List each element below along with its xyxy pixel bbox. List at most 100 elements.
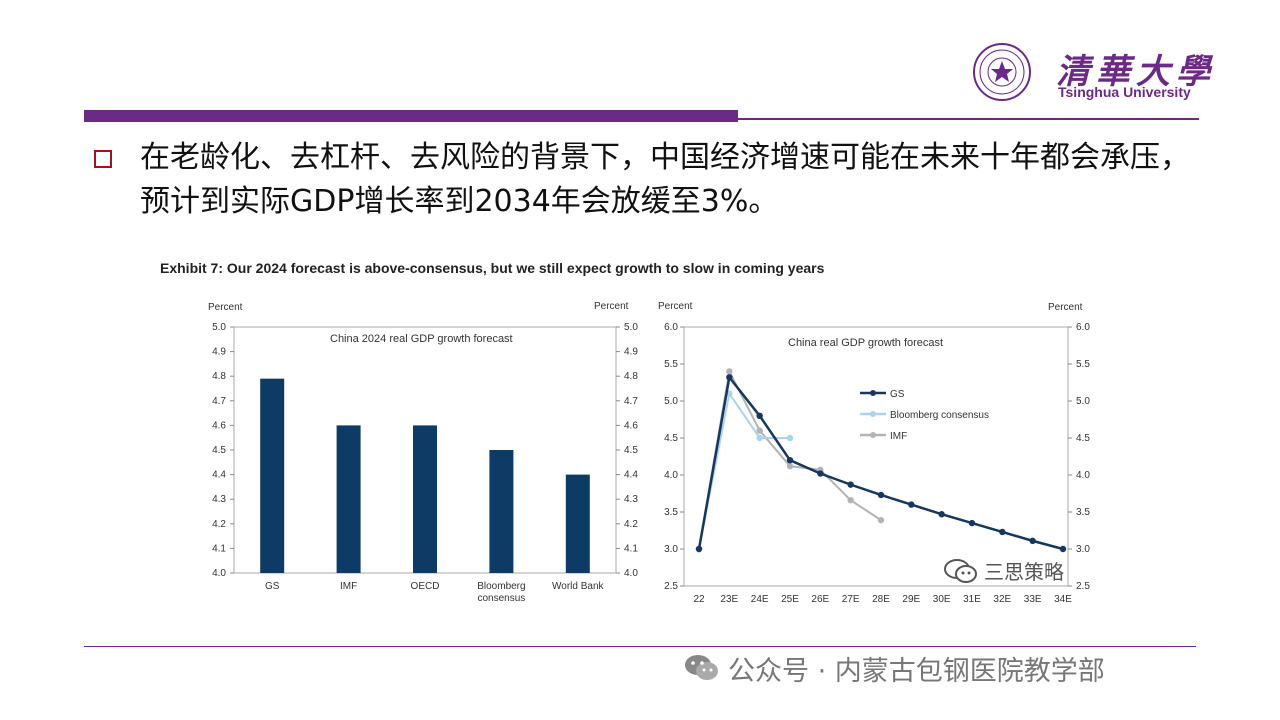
- y-tick-label-right: 4.0: [624, 568, 638, 579]
- y-tick-label-right: 4.5: [1076, 433, 1090, 444]
- point-bloomberg-consensus: [756, 434, 763, 442]
- y-tick-label-left: 5.0: [664, 396, 678, 407]
- point-gs: [877, 491, 885, 499]
- y-tick-label-right: 4.1: [624, 543, 638, 554]
- y-tick-label-left: 2.5: [664, 581, 678, 592]
- exhibit-title: Exhibit 7: Our 2024 forecast is above-co…: [160, 260, 825, 276]
- y-tick-label-left: 4.5: [212, 445, 226, 456]
- y-tick-label-right: 5.5: [1076, 359, 1090, 370]
- legend-label-bloomberg-consensus: Bloomberg consensus: [890, 410, 989, 421]
- bar-bloomberg-consensus: [489, 450, 514, 573]
- point-gs: [1029, 537, 1036, 545]
- y-tick-label-right: 4.2: [624, 519, 638, 530]
- legend-marker-imf: [870, 432, 876, 438]
- y-tick-label-right: 4.3: [624, 494, 638, 505]
- x-tick-label: 22: [693, 594, 705, 605]
- y-tick-label-right: 3.5: [1076, 507, 1090, 518]
- x-tick-label: 28E: [872, 594, 890, 605]
- y-axis-label-left: Percent: [658, 301, 693, 312]
- y-tick-label-right: 4.4: [624, 470, 638, 481]
- x-tick-label: 31E: [963, 594, 981, 605]
- point-gs: [1059, 545, 1067, 553]
- y-tick-label-right: 4.8: [624, 371, 638, 382]
- y-tick-label-right: 4.5: [624, 445, 638, 456]
- y-tick-label-left: 3.5: [664, 507, 678, 518]
- x-tick-label: 32E: [993, 594, 1011, 605]
- bar-world-bank: [565, 474, 590, 573]
- point-gs: [726, 374, 733, 381]
- y-tick-label-left: 4.8: [212, 371, 226, 382]
- bar-chart: Percent Percent China 2024 real GDP growth…: [208, 301, 638, 604]
- logo-english-name: Tsinghua University: [1058, 84, 1191, 100]
- line-chart: Percent Percent China real GDP growth fore…: [658, 301, 1090, 605]
- y-tick-label-left: 4.0: [212, 568, 226, 579]
- logo-chinese-name: 清華大學: [1056, 52, 1216, 92]
- y-tick-label-right: 5.0: [624, 322, 638, 333]
- point-gs: [786, 457, 794, 464]
- y-tick-label-right: 4.9: [624, 347, 638, 358]
- y-tick-label-right: 2.5: [1076, 581, 1090, 592]
- legend-marker-gs: [870, 390, 876, 396]
- tsinghua-logo: 清華大學 Tsinghua University: [972, 42, 1210, 102]
- point-imf: [877, 516, 885, 524]
- x-tick-label: 26E: [811, 594, 829, 605]
- y-tick-label-left: 5.5: [664, 359, 678, 370]
- bar-oecd: [413, 425, 437, 573]
- y-tick-label-right: 3.0: [1076, 544, 1090, 555]
- x-tick-label: 24E: [751, 594, 769, 605]
- y-tick-label-left: 3.0: [664, 544, 678, 555]
- x-tick-label: 29E: [902, 594, 920, 605]
- footer-line: [84, 646, 1196, 647]
- y-tick-label-left: 4.4: [212, 470, 226, 481]
- x-tick-label: 33E: [1024, 594, 1042, 605]
- legend-label-imf: IMF: [890, 431, 907, 442]
- point-gs: [817, 470, 824, 477]
- point-imf: [756, 427, 763, 434]
- chart-title: China real GDP growth forecast: [788, 337, 943, 349]
- watermark-text: 三思策略: [984, 560, 1064, 584]
- point-gs: [847, 481, 854, 488]
- legend-marker-bloomberg-consensus: [870, 411, 876, 417]
- y-tick-label-left: 5.0: [212, 322, 226, 333]
- point-gs: [756, 412, 763, 419]
- point-imf: [726, 368, 733, 375]
- y-tick-label-right: 4.0: [1076, 470, 1090, 481]
- point-gs: [938, 511, 945, 518]
- y-tick-label-left: 6.0: [664, 322, 678, 333]
- headline: 在老龄化、去杠杆、去风险的背景下，中国经济增速可能在未来十年都会承压，预计到实际…: [140, 140, 1190, 219]
- point-gs: [695, 545, 703, 553]
- x-tick-label: Bloomberg consensus: [477, 581, 525, 604]
- y-axis-label-left: Percent: [208, 302, 243, 313]
- x-tick-label: IMF: [340, 581, 357, 592]
- x-tick-label: World Bank: [552, 581, 605, 592]
- y-tick-label-right: 4.6: [624, 420, 638, 431]
- point-imf: [847, 496, 854, 504]
- point-gs: [968, 519, 976, 527]
- x-tick-label: GS: [265, 581, 280, 592]
- x-tick-label: 27E: [842, 594, 860, 605]
- tsinghua-seal-icon: [973, 43, 1031, 101]
- wechat-icon: [944, 558, 977, 583]
- bar-gs: [260, 378, 285, 573]
- y-axis-label-right: Percent: [1048, 302, 1083, 313]
- y-tick-label-left: 4.0: [664, 470, 678, 481]
- plot-frame: [683, 326, 1069, 587]
- x-tick-label: 23E: [720, 594, 738, 605]
- header-bar: [84, 110, 738, 122]
- bar-imf: [336, 425, 361, 573]
- y-tick-label-left: 4.3: [212, 494, 226, 505]
- y-tick-label-right: 6.0: [1076, 322, 1090, 333]
- footer: 公众号 · 内蒙古包钢医院教学部: [684, 646, 1105, 690]
- y-tick-label-left: 4.6: [212, 420, 226, 431]
- footer-text: 公众号 · 内蒙古包钢医院教学部: [728, 655, 1105, 687]
- y-tick-label-left: 4.1: [212, 543, 226, 554]
- y-tick-label-left: 4.7: [212, 396, 226, 407]
- point-gs: [908, 501, 915, 508]
- x-tick-label: 25E: [781, 594, 799, 605]
- header-line: [738, 118, 1199, 120]
- y-tick-label-left: 4.5: [664, 433, 678, 444]
- y-tick-label-right: 5.0: [1076, 396, 1090, 407]
- y-tick-label-right: 4.7: [624, 396, 638, 407]
- chart-title: China 2024 real GDP growth forecast: [330, 333, 513, 345]
- point-gs: [999, 528, 1006, 536]
